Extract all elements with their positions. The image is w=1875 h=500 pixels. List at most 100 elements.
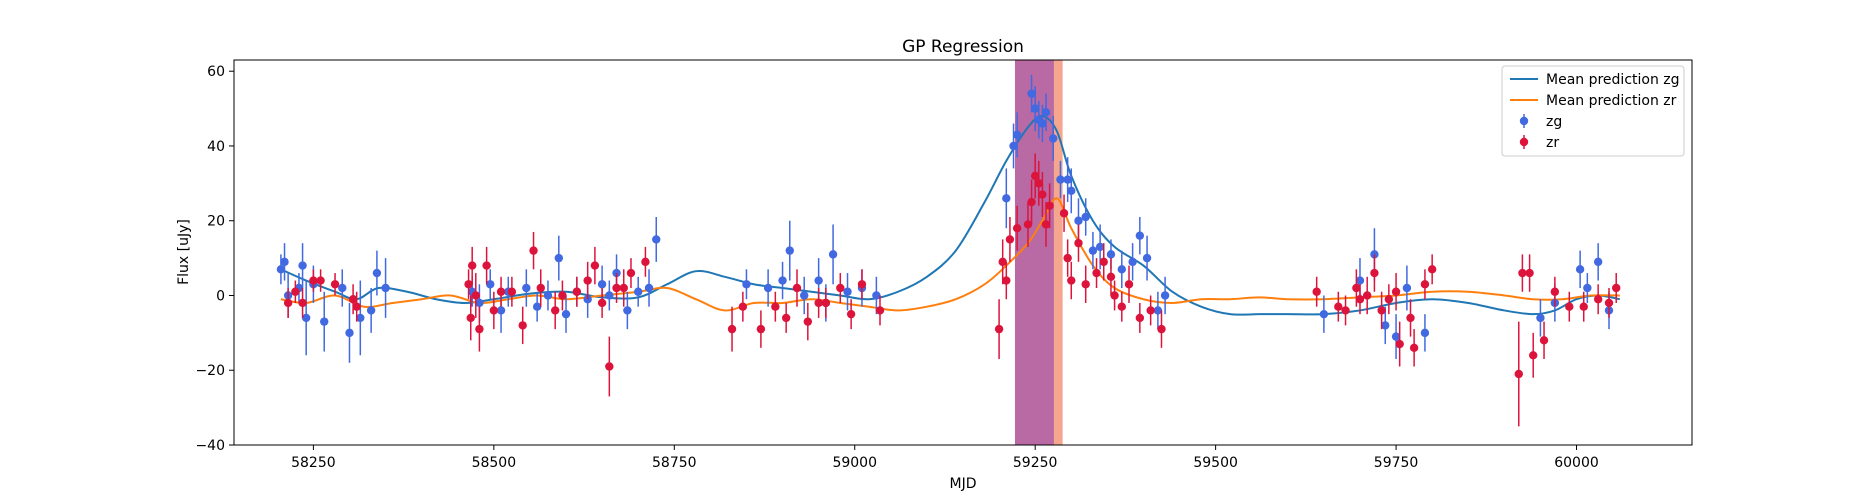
data-point-zg (486, 280, 495, 289)
x-axis-ticks: 58250 58500 58750 59000 59250 59500 59750 60000 (291, 445, 1599, 471)
legend-entry: Mean prediction zg (1510, 72, 1680, 88)
data-point-zr (612, 283, 621, 293)
data-point-zg (1381, 321, 1390, 330)
data-point-zr (536, 283, 545, 293)
data-point-zr (1420, 280, 1430, 289)
data-point-zr (1341, 306, 1350, 315)
x-tick-label: 58250 (291, 455, 336, 471)
data-point-zr (597, 298, 607, 308)
data-point-zr (641, 257, 650, 267)
data-point-zr (626, 268, 636, 278)
legend-label: zr (1546, 135, 1559, 151)
data-point-zg (1153, 306, 1163, 315)
data-point-zg (742, 280, 751, 289)
data-point-zr (1092, 268, 1101, 278)
x-tick-label: 59750 (1374, 455, 1419, 471)
data-point-zg (644, 283, 654, 293)
data-point-zg (1009, 141, 1018, 151)
data-point-zr (1038, 190, 1047, 199)
data-point-zr (529, 246, 538, 255)
data-point-zr (1110, 291, 1119, 300)
data-point-zg (1575, 265, 1585, 274)
data-point-zr (1334, 302, 1343, 311)
data-point-zg (1067, 186, 1076, 196)
data-point-zr (875, 306, 885, 315)
data-point-zg (652, 235, 661, 244)
data-point-zr (464, 280, 473, 289)
data-point-zg (475, 298, 484, 308)
data-point-zr (1579, 302, 1588, 311)
data-point-zr (836, 283, 845, 293)
data-point-zr (507, 287, 517, 296)
data-point-zr (309, 276, 318, 285)
data-point-zg (532, 302, 542, 311)
data-point-zg (1319, 309, 1329, 319)
data-point-zg (496, 306, 506, 315)
data-point-zr (846, 309, 856, 319)
data-point-zr (727, 324, 737, 334)
y-axis-ticks: −40 −20 0 20 40 60 (195, 64, 234, 454)
data-point-zg (1160, 291, 1170, 300)
data-point-zg (366, 306, 376, 315)
y-tick-label: 60 (207, 64, 225, 80)
data-point-zr (994, 324, 1004, 334)
data-point-zg (1056, 175, 1065, 184)
x-tick-label: 59250 (1013, 455, 1058, 471)
data-point-zr (1063, 253, 1072, 263)
data-point-zg (1049, 134, 1058, 143)
data-point-zg (561, 309, 571, 319)
data-point-zr (1099, 257, 1108, 267)
data-point-zr (550, 306, 560, 315)
data-point-zr (605, 362, 614, 371)
data-point-zr (1395, 339, 1404, 349)
data-point-zg (1038, 119, 1047, 128)
data-point-zr (1427, 265, 1437, 274)
data-point-zr (572, 287, 582, 296)
data-point-zg (1117, 265, 1126, 274)
data-point-zg (778, 276, 787, 285)
data-point-zr (1362, 291, 1372, 300)
y-tick-label: 40 (207, 139, 225, 155)
data-point-zg (1002, 194, 1011, 203)
chart-title: GP Regression (902, 37, 1024, 57)
plot-frame (233, 59, 1693, 446)
data-point-zg (301, 313, 311, 323)
legend-label: zg (1546, 114, 1562, 130)
series-zr (283, 153, 1621, 427)
data-point-zg (356, 313, 365, 323)
data-point-zr (1565, 302, 1574, 311)
shaded-region-2 (1053, 60, 1063, 445)
data-point-zr (283, 298, 293, 308)
legend-label: Mean prediction zr (1546, 93, 1677, 109)
data-point-zg (345, 328, 354, 338)
data-point-zr (803, 317, 813, 326)
data-point-zr (1067, 276, 1076, 285)
data-point-zg (1106, 250, 1116, 259)
data-point-zr (781, 313, 791, 323)
data-point-zg (1142, 253, 1152, 263)
legend-entry: Mean prediction zr (1510, 93, 1677, 109)
data-point-zr (1384, 295, 1394, 304)
data-point-zr (792, 283, 802, 293)
x-axis-label: MJD (950, 476, 977, 492)
legend-entry: zg (1519, 114, 1562, 130)
legend: Mean prediction zg Mean prediction zr zg zr (1501, 65, 1685, 157)
data-point-zr (1030, 171, 1040, 181)
data-point-zr (771, 302, 780, 311)
data-point-zr (1124, 280, 1134, 289)
data-point-zr (1518, 268, 1527, 278)
data-point-zg (597, 280, 607, 289)
data-point-zg (872, 291, 881, 300)
data-point-zr (1106, 272, 1116, 281)
data-point-zr (1045, 201, 1054, 210)
data-point-zg (1095, 242, 1105, 252)
data-point-zr (1550, 287, 1560, 296)
data-point-zg (623, 306, 632, 315)
data-point-zg (1593, 257, 1603, 267)
data-point-zg (1012, 130, 1022, 139)
x-tick-label: 58750 (652, 455, 697, 471)
data-point-zr (1005, 235, 1015, 244)
data-point-zr (1002, 276, 1011, 285)
x-tick-label: 60000 (1554, 455, 1599, 471)
data-point-zg (1074, 216, 1083, 225)
